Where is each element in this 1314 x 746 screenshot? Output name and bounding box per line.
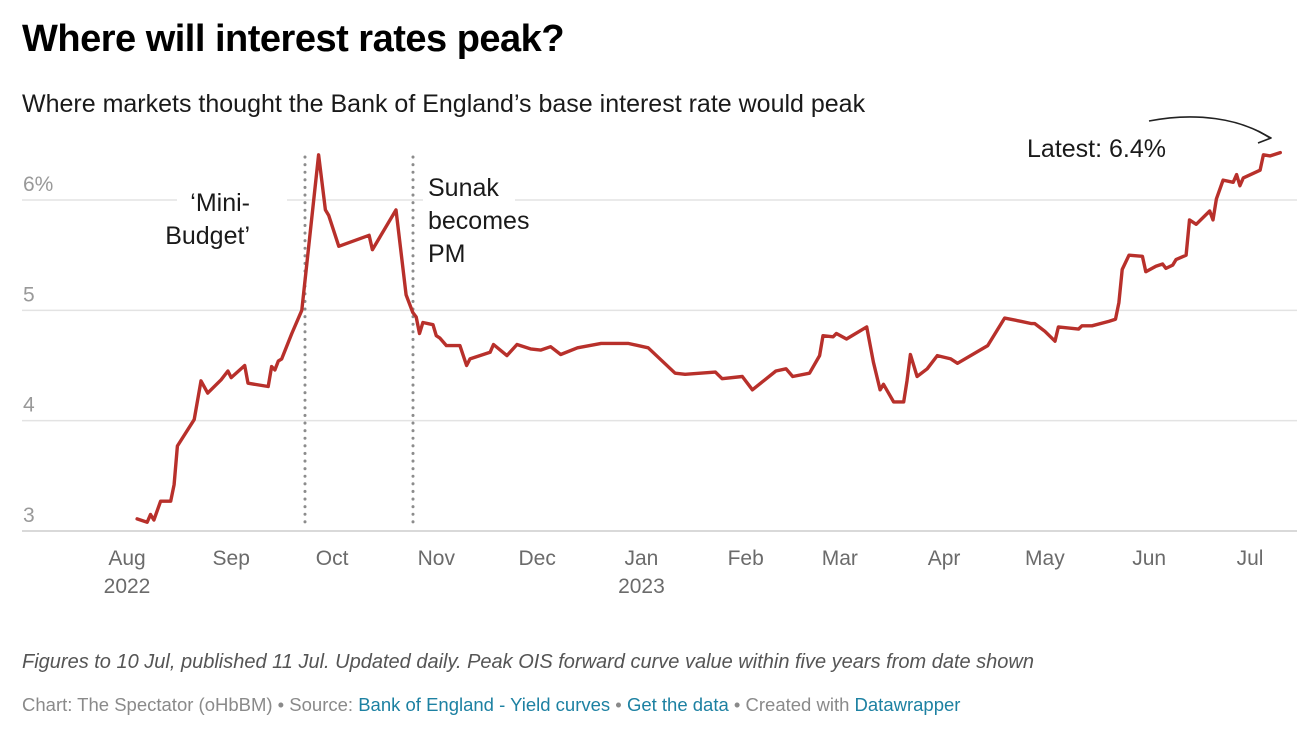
arrow-head-icon — [1257, 130, 1272, 144]
x-tick-label: Oct — [316, 547, 349, 570]
event-label: becomes — [428, 207, 529, 235]
x-tick-label: Sep — [213, 547, 250, 570]
x-tick-label: Jan — [624, 547, 658, 570]
y-tick-label: 4 — [23, 394, 35, 417]
x-tick-label: Feb — [728, 547, 764, 570]
event-label: Budget’ — [165, 222, 250, 250]
x-tick-label: Apr — [928, 547, 961, 570]
source-link[interactable]: Bank of England - Yield curves — [358, 694, 611, 715]
x-tick-label: May — [1025, 547, 1065, 570]
latest-label: Latest: 6.4% — [1027, 135, 1166, 163]
x-tick-year-label: 2023 — [618, 575, 665, 598]
x-tick-label: Mar — [822, 547, 858, 570]
created-with-text: • Created with — [728, 694, 855, 715]
series-group — [135, 150, 1282, 524]
x-tick-label: Aug — [108, 547, 145, 570]
label-background — [177, 190, 287, 208]
y-tick-label: 6% — [23, 173, 53, 196]
chart-subtitle: Where markets thought the Bank of Englan… — [22, 90, 866, 118]
x-tick-label: Jul — [1237, 547, 1264, 570]
x-axis: Aug 2022 Sep Oct Nov Dec Jan 2023 Feb Mar Apr May Ju… — [104, 547, 1264, 598]
chart-footer: Chart: The Spectator (oHbBM) • Source: B… — [22, 694, 960, 716]
datawrapper-link[interactable]: Datawrapper — [854, 694, 961, 715]
event-label: ‘Mini- — [190, 189, 250, 217]
x-tick-label: Dec — [519, 547, 556, 570]
y-tick-label: 3 — [23, 504, 35, 527]
label-background — [423, 190, 515, 208]
line-chart: 6% 5 4 3 Aug 2022 Sep Oct Nov Dec Jan 2023 Feb Mar Ap… — [22, 116, 1297, 598]
x-tick-label: Nov — [418, 547, 456, 570]
event-label: Sunak — [428, 174, 499, 202]
arrow-curve — [1148, 116, 1271, 139]
series-line — [135, 150, 1282, 524]
get-data-link[interactable]: Get the data — [626, 694, 729, 715]
chart-notes: Figures to 10 Jul, published 11 Jul. Upd… — [22, 651, 1034, 673]
y-tick-label: 5 — [23, 283, 35, 306]
event-label: PM — [428, 240, 466, 268]
x-tick-label: Jun — [1132, 547, 1166, 570]
y-axis: 6% 5 4 3 — [23, 173, 53, 527]
x-tick-year-label: 2022 — [104, 575, 151, 598]
credit-text: Chart: The Spectator (oHbBM) • Source: — [22, 694, 359, 715]
annotations: Latest: 6.4% — [1027, 116, 1272, 163]
chart-title: Where will interest rates peak? — [22, 18, 565, 60]
event-markers: ‘Mini- Budget’ Sunak becomes PM — [165, 155, 529, 531]
separator: • — [610, 694, 627, 715]
